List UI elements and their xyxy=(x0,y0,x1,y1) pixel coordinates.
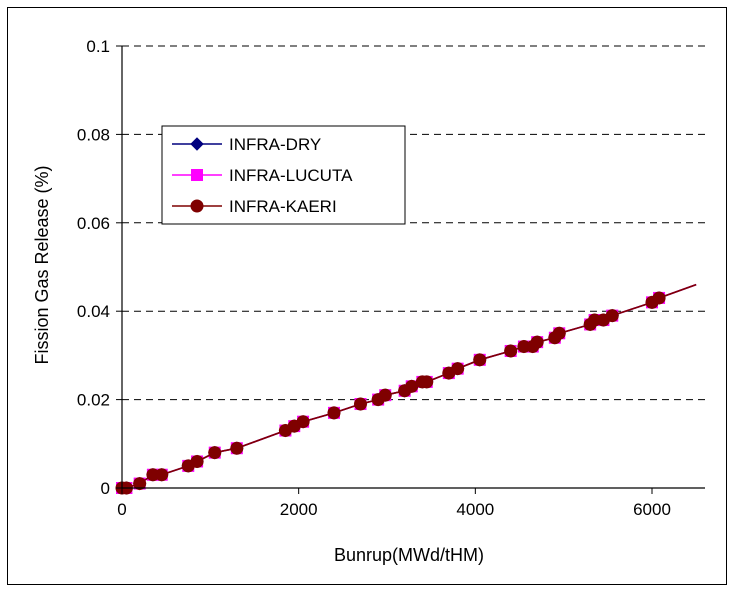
y-axis-title: Fission Gas Release (%) xyxy=(32,165,52,364)
legend-label-2: INFRA-KAERI xyxy=(229,197,337,216)
legend-label-0: INFRA-DRY xyxy=(229,135,321,154)
y-tick-label-2: 0.04 xyxy=(77,302,110,321)
y-tick-label-4: 0.08 xyxy=(77,125,110,144)
data-point-infra-kaeri-22 xyxy=(473,353,487,367)
data-point-infra-kaeri-11 xyxy=(296,415,310,429)
tick-labels: 0 0.02 0.04 0.06 0.08 0.1 0 2000 4000 6000 xyxy=(77,37,671,519)
data-point-infra-kaeri-4 xyxy=(155,468,169,482)
data-point-infra-kaeri-6 xyxy=(190,454,204,468)
data-point-infra-kaeri-28 xyxy=(552,326,566,340)
data-point-infra-kaeri-26 xyxy=(530,335,544,349)
legend-label-1: INFRA-LUCUTA xyxy=(229,166,353,185)
legend: INFRA-DRY INFRA-LUCUTA INFRA-KAERI xyxy=(161,125,406,225)
legend-marker-2 xyxy=(190,199,204,213)
x-tick-label-0: 0 xyxy=(117,500,126,519)
data-point-infra-kaeri-19 xyxy=(420,375,434,389)
data-point-infra-kaeri-13 xyxy=(354,397,367,411)
axes xyxy=(116,45,705,494)
data-point-infra-kaeri-34 xyxy=(652,291,666,305)
data-point-infra-kaeri-2 xyxy=(133,477,147,491)
data-point-infra-kaeri-32 xyxy=(605,309,619,323)
x-axis-title: Bunrup(MWd/tHM) xyxy=(334,545,484,565)
y-tick-label-5: 0.1 xyxy=(86,37,110,56)
data-point-infra-kaeri-7 xyxy=(208,446,222,460)
legend-marker-0 xyxy=(190,137,204,151)
data-point-infra-kaeri-23 xyxy=(504,344,518,358)
y-tick-label-3: 0.06 xyxy=(77,214,110,233)
legend-item-infra-dry: INFRA-DRY xyxy=(172,135,321,154)
data-point-infra-kaeri-12 xyxy=(327,406,341,420)
x-tick-label-1: 2000 xyxy=(280,500,318,519)
data-point-infra-kaeri-21 xyxy=(451,362,465,376)
legend-item-infra-lucuta: INFRA-LUCUTA xyxy=(172,166,353,185)
legend-item-infra-kaeri: INFRA-KAERI xyxy=(172,197,337,216)
data-point-infra-kaeri-15 xyxy=(378,388,392,402)
y-tick-label-1: 0.02 xyxy=(77,391,110,410)
x-tick-label-3: 6000 xyxy=(633,500,671,519)
y-tick-label-0: 0 xyxy=(101,479,110,498)
x-tick-label-2: 4000 xyxy=(456,500,494,519)
data-point-infra-kaeri-8 xyxy=(230,441,244,455)
series-layer xyxy=(115,283,697,495)
series-infra-kaeri xyxy=(115,283,697,495)
legend-marker-1 xyxy=(191,169,203,181)
